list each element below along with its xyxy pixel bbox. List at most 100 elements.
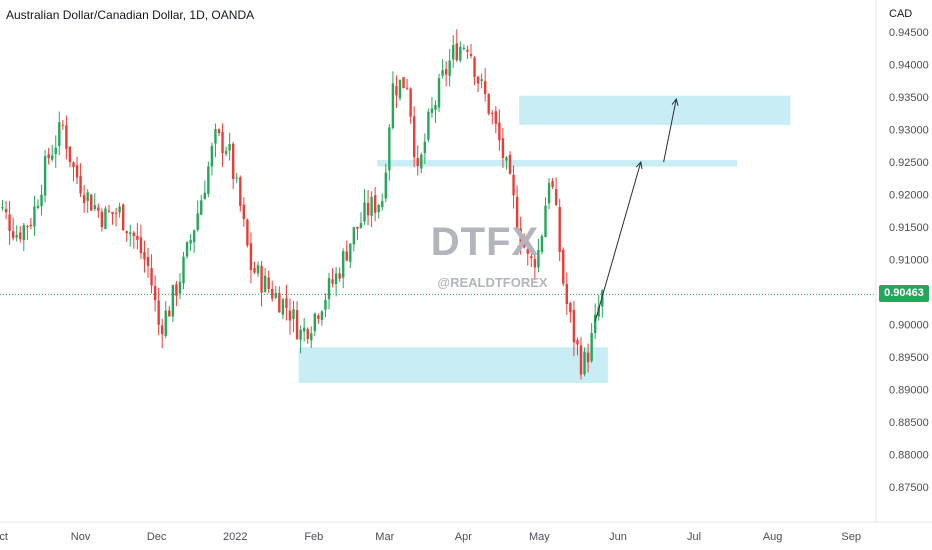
candle-body [292, 309, 295, 320]
candle-body [295, 310, 299, 340]
candle-body [565, 283, 568, 305]
candle-body [150, 268, 153, 286]
candle-body [200, 200, 203, 215]
candle-body [129, 232, 132, 234]
candle-body [302, 327, 306, 332]
candle-body [590, 332, 593, 362]
candle-body [494, 111, 498, 124]
time-tick-label: Mar [375, 531, 394, 543]
candle-body [576, 340, 579, 345]
candle-body [221, 131, 224, 154]
candle-body [505, 157, 508, 161]
candle-body [409, 88, 412, 117]
candle-body [50, 155, 54, 160]
price-tick-label: 0.91000 [889, 255, 929, 267]
candle-body [452, 44, 455, 60]
candle-body [86, 192, 89, 202]
candle-body [121, 204, 125, 231]
candle-body [466, 49, 469, 52]
candle-body [586, 352, 590, 363]
candle-body [416, 157, 419, 166]
candle-body [359, 223, 363, 228]
candle-body [79, 175, 82, 194]
candle-body [373, 195, 377, 213]
price-zone [377, 160, 738, 167]
candle-body [579, 345, 583, 375]
candle-body [100, 211, 104, 228]
candle-body [239, 177, 242, 206]
candle-body [437, 78, 441, 108]
price-tick-label: 0.88000 [889, 450, 929, 462]
candle-body [161, 325, 164, 335]
candle-body [455, 43, 458, 61]
time-tick-label: 2022 [223, 531, 247, 543]
candle-body [90, 194, 93, 211]
candle-body [349, 243, 352, 262]
candle-body [476, 76, 480, 84]
candle-body [597, 306, 600, 317]
candle-body [480, 79, 483, 82]
candle-body [260, 265, 263, 293]
candle-body [33, 206, 36, 227]
candle-body [136, 235, 139, 240]
price-tick-label: 0.89000 [889, 385, 929, 397]
time-tick-label: Dec [147, 531, 167, 543]
projection-arrow-line [663, 98, 677, 163]
candle-body [498, 122, 501, 141]
candle-body [526, 249, 529, 254]
price-zone [519, 95, 791, 125]
candle-body [256, 265, 260, 274]
candle-body [207, 166, 210, 194]
candle-body [278, 292, 281, 313]
support-resistance-zones [298, 95, 791, 383]
candle-body [26, 225, 29, 227]
candle-body [58, 122, 61, 146]
candle-body [40, 194, 43, 207]
price-tick-label: 0.94000 [889, 60, 929, 72]
candle-body [224, 151, 228, 154]
candle-body [217, 129, 221, 134]
candle-body [97, 207, 100, 211]
candle-body [285, 298, 288, 309]
candle-body [317, 315, 320, 320]
candle-body [253, 268, 256, 273]
candle-body [430, 108, 434, 113]
currency-label: CAD [889, 8, 913, 20]
candle-body [593, 314, 597, 333]
candle-body [288, 310, 292, 321]
candle-body [47, 154, 50, 159]
candle-body [324, 299, 327, 310]
watermark-logo: DTFX [430, 220, 540, 264]
price-axis-ticks: 0.94500 0.94000 0.93500 0.93000 0.92500 0.920… [889, 27, 929, 494]
candle-body [530, 256, 533, 259]
candle-body [562, 249, 565, 284]
candle-body [43, 156, 47, 196]
candle-body [412, 116, 416, 157]
candle-body [377, 205, 380, 213]
candle-body [540, 235, 544, 252]
candle-body [153, 286, 157, 301]
candle-body [338, 273, 341, 279]
candle-body [168, 310, 171, 317]
candle-body [395, 85, 398, 96]
candle-body [157, 300, 160, 325]
candle-body [175, 284, 178, 296]
candle-body [75, 165, 79, 178]
candle-body [54, 147, 57, 155]
candle-body [310, 333, 313, 341]
price-tick-label: 0.88500 [889, 417, 929, 429]
candle-body [508, 154, 512, 174]
candle-body [405, 87, 409, 89]
candle-body [569, 303, 572, 313]
candle-body [342, 251, 345, 278]
candle-body [111, 211, 114, 214]
candle-body [146, 257, 150, 266]
candle-body [459, 46, 462, 61]
time-tick-label: Sep [841, 531, 861, 543]
candle-body [72, 162, 75, 168]
candle-body [61, 124, 65, 126]
candle-body [242, 204, 246, 220]
candle-body [366, 202, 370, 216]
candle-body [125, 231, 128, 234]
candle-body [462, 47, 466, 49]
